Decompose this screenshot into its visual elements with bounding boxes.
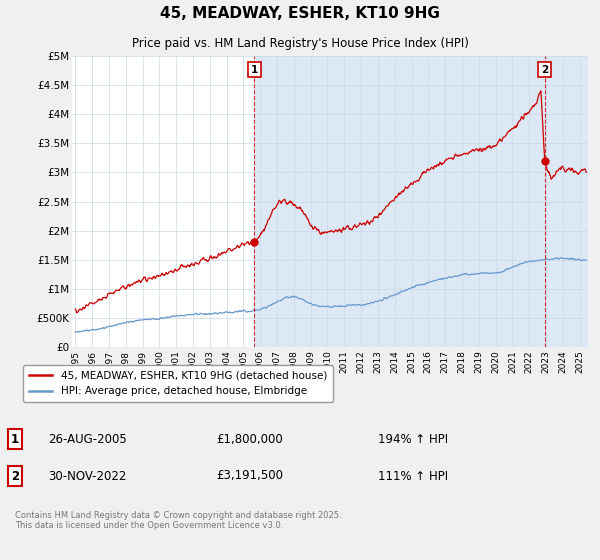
- Text: 1: 1: [251, 65, 258, 74]
- Text: 1: 1: [11, 432, 19, 446]
- Text: 2: 2: [541, 65, 548, 74]
- Text: 30-NOV-2022: 30-NOV-2022: [48, 469, 127, 483]
- Text: 45, MEADWAY, ESHER, KT10 9HG: 45, MEADWAY, ESHER, KT10 9HG: [160, 7, 440, 21]
- Text: 111% ↑ HPI: 111% ↑ HPI: [378, 469, 448, 483]
- Bar: [254, 56, 588, 347]
- Text: £1,800,000: £1,800,000: [216, 432, 283, 446]
- Text: £3,191,500: £3,191,500: [216, 469, 283, 483]
- Text: 194% ↑ HPI: 194% ↑ HPI: [378, 432, 448, 446]
- Text: Price paid vs. HM Land Registry's House Price Index (HPI): Price paid vs. HM Land Registry's House …: [131, 37, 469, 50]
- Text: 26-AUG-2005: 26-AUG-2005: [48, 432, 127, 446]
- Legend: 45, MEADWAY, ESHER, KT10 9HG (detached house), HPI: Average price, detached hous: 45, MEADWAY, ESHER, KT10 9HG (detached h…: [23, 365, 334, 403]
- Text: Contains HM Land Registry data © Crown copyright and database right 2025.
This d: Contains HM Land Registry data © Crown c…: [15, 511, 341, 530]
- Text: 2: 2: [11, 469, 19, 483]
